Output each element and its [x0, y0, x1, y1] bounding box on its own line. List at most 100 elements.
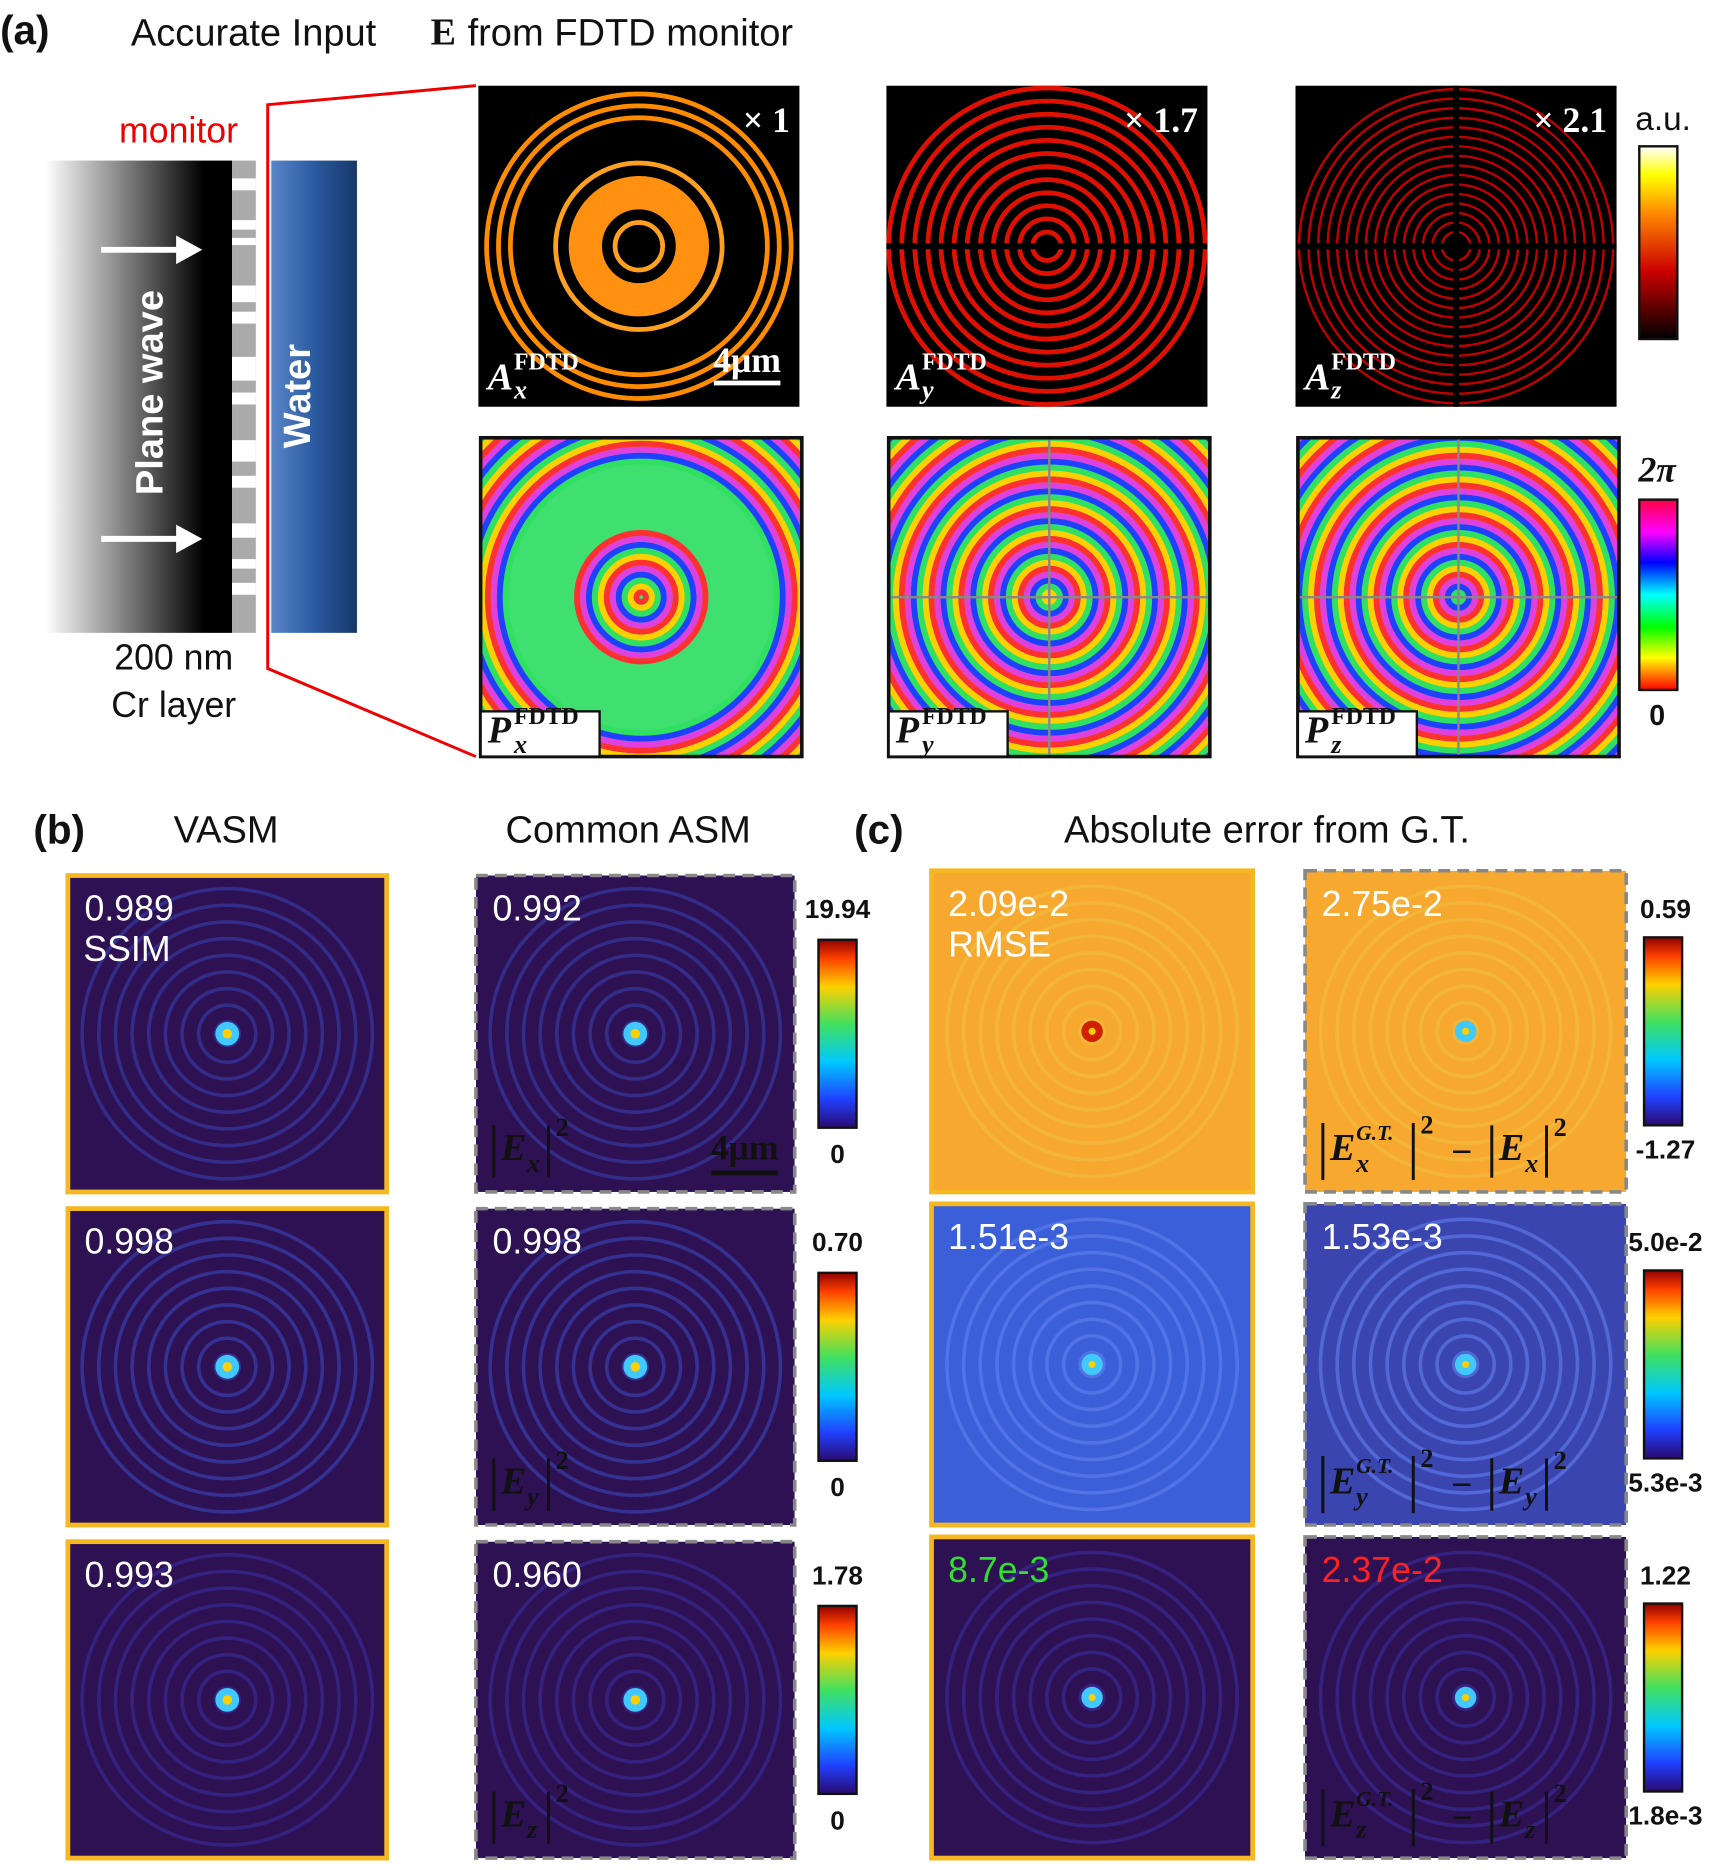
label-box: [887, 710, 1009, 758]
error-image: [1305, 870, 1627, 1192]
colorbar-label: 0: [830, 1139, 845, 1169]
ring: [571, 1636, 699, 1764]
ring: [1352, 1583, 1580, 1812]
ring: [1401, 1300, 1530, 1429]
aperture: [232, 356, 256, 381]
aperture: [232, 285, 256, 303]
ring: [571, 970, 699, 1098]
center-spot: [630, 1362, 641, 1372]
ring: [80, 1552, 375, 1847]
panel-border: [474, 873, 797, 1194]
ring: [163, 970, 291, 1098]
field-power: 2: [1554, 1446, 1567, 1475]
label-box: [479, 710, 601, 758]
phase-symbol: P: [1304, 710, 1329, 752]
colorbar-label: 2π: [1637, 450, 1677, 490]
amplitude-image: [1295, 85, 1617, 407]
ring: [146, 1619, 308, 1781]
minus-sign: −: [1451, 1797, 1472, 1837]
phase-component: z: [1330, 730, 1342, 759]
scale-bar-label: 4μm: [713, 340, 781, 380]
colorbar-label: 0.59: [1640, 894, 1691, 924]
plane-wave-label: Plane wave: [129, 290, 171, 495]
ring: [496, 452, 786, 742]
field-symbol: E: [500, 1793, 526, 1835]
field-symbol: E: [1498, 1127, 1524, 1169]
ring: [945, 1217, 1239, 1512]
phase-superscript: FDTD: [1331, 704, 1396, 730]
ring: [180, 1652, 275, 1747]
field-component: y: [1353, 1482, 1368, 1511]
colorbar-label: 5.0e-2: [1628, 1227, 1702, 1257]
ring: [80, 886, 375, 1181]
figure-title-symbol: E⃗: [431, 11, 486, 53]
error-image: [931, 1536, 1253, 1859]
ring: [553, 160, 725, 332]
center-spot: [630, 1695, 641, 1705]
ring: [490, 446, 792, 748]
ring: [585, 541, 697, 653]
ring: [978, 917, 1206, 1145]
colorbar: [817, 1271, 858, 1462]
ring: [80, 1219, 375, 1514]
field-symbol: E: [500, 1460, 526, 1502]
colorbar-label: 1.78: [812, 1560, 863, 1590]
center-spot: [1088, 1027, 1096, 1035]
ssim-value: 0.993: [85, 1555, 174, 1595]
amplitude-superscript: FDTD: [1331, 349, 1396, 375]
ring: [1451, 1017, 1480, 1046]
rmse-value: 2.37e-2: [1322, 1550, 1443, 1590]
ring: [627, 583, 655, 611]
ring: [505, 903, 766, 1164]
layer-label: 200 nm: [114, 638, 233, 678]
ring: [97, 1236, 358, 1498]
ring: [579, 535, 703, 659]
ring: [1061, 1001, 1123, 1062]
colorbar: [1642, 1269, 1684, 1460]
ring: [1078, 1017, 1106, 1046]
amplitude-component: y: [919, 376, 934, 405]
ring: [1335, 1234, 1596, 1495]
field-component: x: [1524, 1149, 1538, 1178]
panel-border: [1303, 1535, 1628, 1860]
colorbar-label: 1.22: [1640, 1560, 1691, 1590]
field-component: x: [526, 1149, 540, 1178]
panel-label: (c): [854, 806, 903, 852]
ring: [1045, 984, 1140, 1079]
phase-superscript: FDTD: [922, 704, 987, 730]
ring: [1011, 1284, 1173, 1445]
panel-border: [474, 1206, 797, 1527]
field-symbol: E: [1498, 1460, 1524, 1502]
aperture: [232, 220, 256, 230]
ring: [978, 1583, 1206, 1812]
error-image: [1305, 1203, 1627, 1526]
ring: [508, 115, 770, 378]
field-image: [475, 1208, 795, 1526]
phase-symbol: P: [895, 710, 920, 752]
ring: [1318, 1550, 1613, 1845]
ring: [130, 1269, 325, 1464]
center-spot: [222, 1028, 233, 1039]
ring: [554, 1286, 716, 1448]
ring: [502, 458, 780, 736]
layer-label: Cr layer: [111, 685, 236, 725]
column-title: VASM: [174, 810, 279, 852]
panel-border: [65, 1539, 390, 1861]
water-label: Water: [277, 344, 319, 448]
ring: [1318, 1217, 1613, 1512]
panel-border: [929, 1534, 1256, 1861]
field-power: 2: [556, 1779, 569, 1808]
field-image: [67, 1208, 387, 1526]
ring: [1435, 1334, 1496, 1395]
ring: [961, 1567, 1223, 1828]
aperture: [232, 582, 256, 595]
ring: [554, 1619, 716, 1781]
ring: [597, 553, 685, 641]
ring: [588, 1652, 683, 1747]
ring: [484, 440, 798, 754]
ring: [588, 1319, 683, 1414]
phase-border: [478, 435, 804, 759]
ring: [995, 1600, 1190, 1795]
arrow-head: [176, 524, 203, 554]
